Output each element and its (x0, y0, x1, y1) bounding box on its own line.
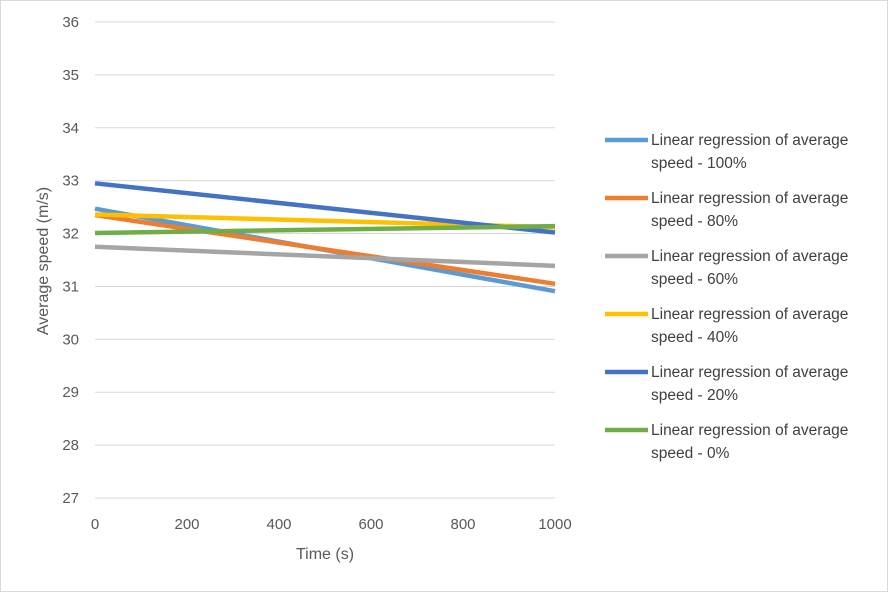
legend-label: Linear regression of average speed - 60% (651, 248, 848, 288)
y-tick-label: 27 (62, 490, 79, 507)
series-line (94, 181, 556, 235)
x-tick-label: 400 (266, 516, 291, 533)
x-tick-label: 600 (358, 516, 383, 533)
y-tick-label: 33 (62, 173, 79, 190)
legend-label: Linear regression of average speed - 0% (651, 422, 848, 462)
legend-label: Linear regression of average speed - 20% (651, 364, 848, 404)
y-tick-label: 35 (62, 67, 79, 84)
y-tick-label: 32 (62, 226, 79, 243)
y-tick-label: 28 (62, 437, 79, 454)
x-tick-label: 800 (450, 516, 475, 533)
y-axis-title: Average speed (m/s) (35, 187, 52, 335)
y-tick-label: 29 (62, 384, 79, 401)
series-line (94, 244, 556, 269)
legend-label: Linear regression of average speed - 40% (651, 306, 848, 346)
y-tick-label: 34 (62, 120, 79, 137)
x-axis-title: Time (s) (296, 546, 354, 563)
series-line (94, 212, 556, 287)
x-tick-label: 0 (91, 516, 99, 533)
series-lines (94, 181, 556, 294)
legend: Linear regression of average speed - 100%… (605, 132, 848, 462)
y-tick-label: 30 (62, 331, 79, 348)
legend-label: Linear regression of average speed - 100% (651, 132, 848, 172)
x-axis-ticks: 0 200 400 600 800 1000 (91, 516, 572, 533)
x-tick-label: 200 (174, 516, 199, 533)
legend-label: Linear regression of average speed - 80% (651, 190, 848, 230)
gridlines (95, 21, 555, 446)
x-tick-label: 1000 (538, 516, 571, 533)
series-line (94, 223, 556, 236)
y-tick-label: 36 (62, 14, 79, 31)
y-axis-ticks: 27 28 29 30 31 32 33 34 35 36 (62, 14, 79, 507)
y-tick-label: 31 (62, 278, 79, 295)
